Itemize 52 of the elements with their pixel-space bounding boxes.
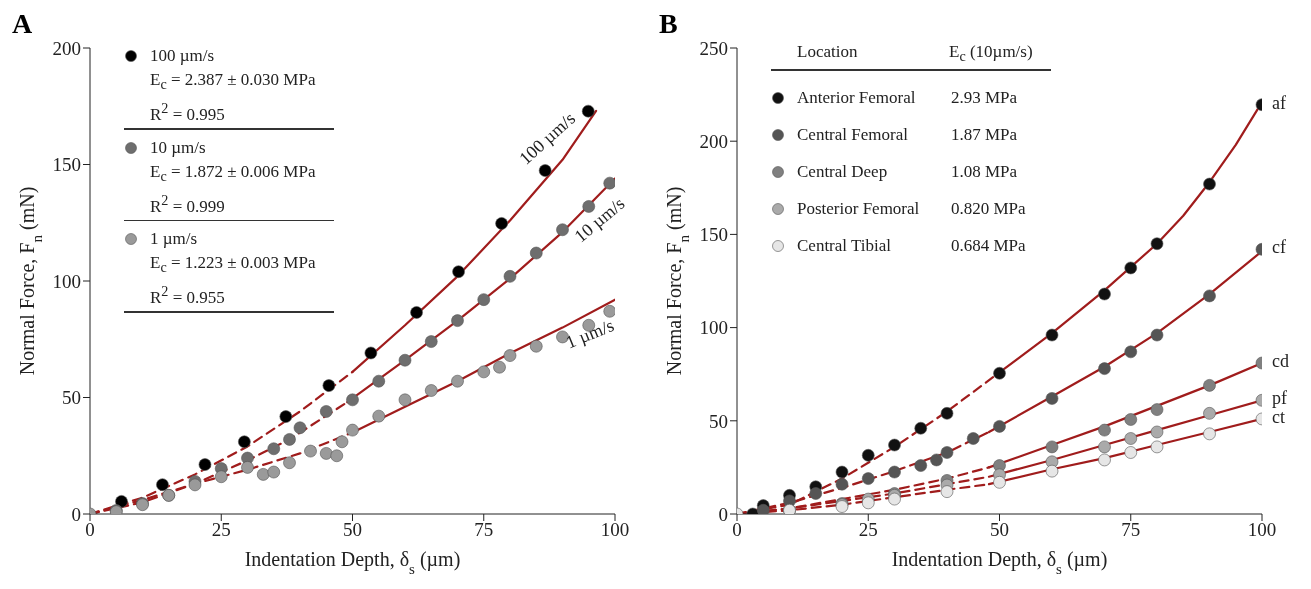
y-tick-label: 50 — [62, 387, 81, 409]
annotation: E$_{c}$ = 2.387 ± 0.030 MPa — [149, 69, 317, 94]
annotation: E$_{c}$ = 1.223 ± 0.003 MPa — [149, 252, 317, 277]
y-tick-label: 100 — [52, 270, 81, 292]
x-tick-label: 25 — [211, 519, 231, 541]
legend-title: Location — [797, 42, 859, 63]
legend-label: Central Tibial — [797, 235, 892, 256]
annotation: cd — [1272, 351, 1289, 372]
x-tick-label: 0 — [732, 519, 742, 541]
x-axis-title: Indentation Depth, δ$_{s}$ (µm) — [891, 548, 1108, 577]
annotation: 1 µm/s — [563, 315, 617, 353]
y-tick-label: 0 — [718, 503, 728, 525]
annotation: R$^{2}$ = 0.995 — [149, 99, 226, 124]
annotation: 0.684 MPa — [951, 235, 1026, 256]
annotation: E$_{c}$ (10µm/s) — [949, 42, 1033, 66]
x-tick-label: 100 — [1247, 519, 1277, 541]
x-tick-label: 75 — [1121, 519, 1141, 541]
annotation: af — [1272, 92, 1286, 113]
legend-label: Posterior Femoral — [797, 198, 921, 219]
annotation: 1.08 MPa — [951, 161, 1018, 182]
legend-label: Central Deep — [797, 161, 889, 182]
annotation: 2.93 MPa — [951, 87, 1018, 108]
legend-label: Anterior Femoral — [797, 87, 917, 108]
legend-label: Central Femoral — [797, 124, 909, 145]
annotation: 0.820 MPa — [951, 198, 1026, 219]
y-tick-label: 250 — [699, 37, 728, 59]
x-tick-label: 50 — [343, 519, 362, 541]
legend-label: 100 µm/s — [150, 46, 215, 66]
x-tick-label: 25 — [858, 519, 878, 541]
x-tick-label: 50 — [990, 519, 1009, 541]
annotation: E$_{c}$ = 1.872 ± 0.006 MPa — [149, 160, 317, 186]
legend-label: 10 µm/s — [150, 137, 206, 158]
annotation: ct — [1272, 407, 1285, 428]
annotation: 1.87 MPa — [951, 124, 1018, 145]
x-tick-label: 100 — [600, 519, 630, 541]
y-tick-label: 200 — [699, 130, 728, 152]
x-tick-label: 75 — [474, 519, 494, 541]
annotation: pf — [1272, 388, 1287, 409]
y-tick-label: 200 — [52, 37, 81, 59]
y-tick-label: 50 — [709, 410, 728, 432]
annotation: cf — [1272, 237, 1286, 258]
y-tick-label: 150 — [52, 154, 81, 176]
y-tick-label: 150 — [699, 224, 728, 246]
legend-label: 1 µm/s — [150, 229, 198, 249]
annotation: R$^{2}$ = 0.999 — [149, 190, 226, 216]
y-tick-label: 0 — [71, 503, 81, 525]
annotation: R$^{2}$ = 0.955 — [149, 282, 226, 307]
x-axis-title: Indentation Depth, δ$_{s}$ (µm) — [244, 548, 461, 577]
chart-title: B — [659, 8, 678, 40]
x-tick-label: 0 — [85, 519, 95, 541]
chart-title: A — [12, 8, 33, 40]
y-tick-label: 100 — [699, 317, 728, 339]
